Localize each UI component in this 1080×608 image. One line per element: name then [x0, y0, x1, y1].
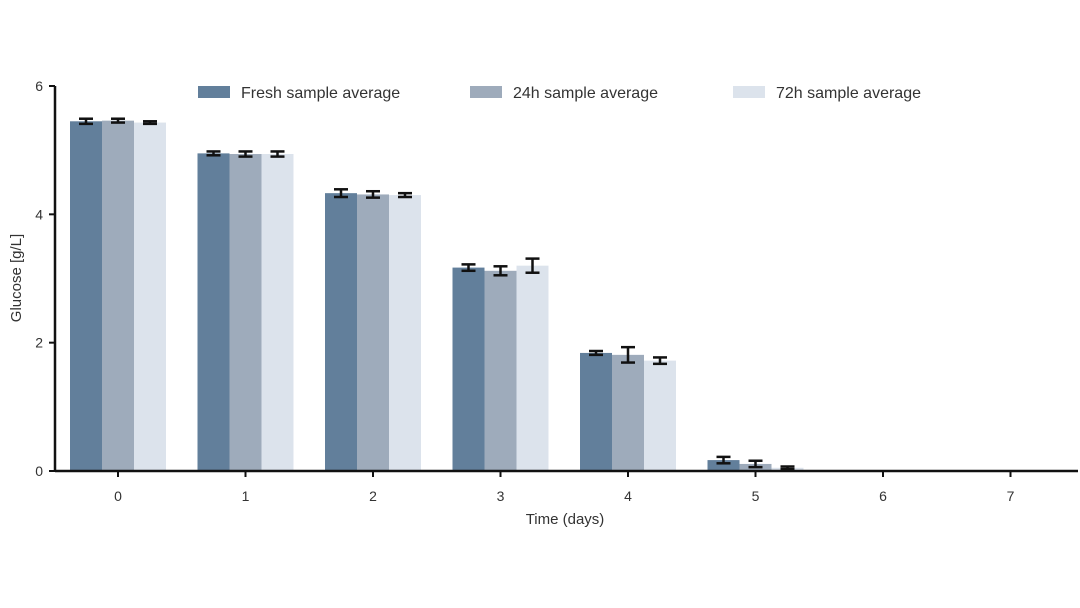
bar	[102, 120, 134, 472]
bar	[516, 265, 549, 471]
legend-item: Fresh sample average	[198, 85, 400, 102]
error-bar	[334, 188, 348, 199]
error-bar	[621, 345, 635, 364]
bar	[484, 270, 517, 471]
bar	[389, 195, 421, 472]
y-tick-label: 0	[35, 463, 43, 479]
bars-layer	[70, 120, 804, 472]
error-bar	[398, 191, 412, 199]
legend-swatch	[198, 86, 230, 98]
x-tick-label: 3	[497, 488, 505, 504]
x-tick-label: 0	[114, 488, 122, 504]
legend-item: 24h sample average	[470, 85, 658, 102]
error-bars-layer	[79, 117, 795, 471]
legend-label: 24h sample average	[513, 85, 658, 102]
error-bar	[79, 117, 93, 126]
bar	[357, 194, 389, 472]
x-ticks-layer: 0 1 2 3 4 5 6 7	[114, 471, 1015, 504]
bar	[70, 121, 102, 472]
error-bar	[780, 465, 795, 471]
x-axis-title: Time (days)	[526, 511, 605, 528]
legend-item: 72h sample average	[733, 85, 921, 102]
error-bar	[270, 150, 285, 158]
y-tick-label: 4	[35, 206, 43, 222]
x-tick-label: 2	[369, 488, 377, 504]
y-axis-title: Glucose [g/L]	[8, 234, 25, 322]
bar	[612, 354, 644, 471]
y-tick-label: 2	[35, 335, 43, 351]
legend-swatch	[733, 86, 765, 98]
error-bar	[206, 150, 221, 157]
bar	[229, 154, 262, 471]
axes-layer	[53, 86, 1078, 473]
x-tick-label: 6	[879, 488, 887, 504]
error-bar	[111, 117, 125, 124]
error-bar	[525, 257, 540, 274]
y-ticks-layer: 0 2 4 6	[35, 78, 55, 479]
error-bar	[493, 265, 508, 277]
bar	[134, 122, 166, 471]
error-bar	[748, 459, 763, 469]
error-bar	[461, 263, 476, 273]
x-tick-label: 4	[624, 488, 632, 504]
error-bar	[366, 189, 380, 199]
error-bar	[589, 349, 603, 357]
bar	[644, 360, 676, 471]
bar	[325, 193, 357, 472]
bar	[197, 153, 230, 471]
error-bar	[716, 455, 731, 465]
bar	[452, 267, 485, 471]
x-tick-label: 1	[242, 488, 250, 504]
x-tick-label: 7	[1007, 488, 1015, 504]
x-tick-label: 5	[752, 488, 760, 504]
legend: Fresh sample average 24h sample average 72…	[198, 85, 921, 102]
bar	[707, 460, 740, 471]
legend-swatch	[470, 86, 502, 98]
bar	[580, 352, 612, 471]
y-tick-label: 6	[35, 78, 43, 94]
error-bar	[143, 120, 157, 126]
error-bar	[653, 356, 667, 366]
bar	[261, 154, 294, 471]
error-bar	[238, 150, 253, 158]
legend-label: Fresh sample average	[241, 85, 400, 102]
legend-label: 72h sample average	[776, 85, 921, 102]
